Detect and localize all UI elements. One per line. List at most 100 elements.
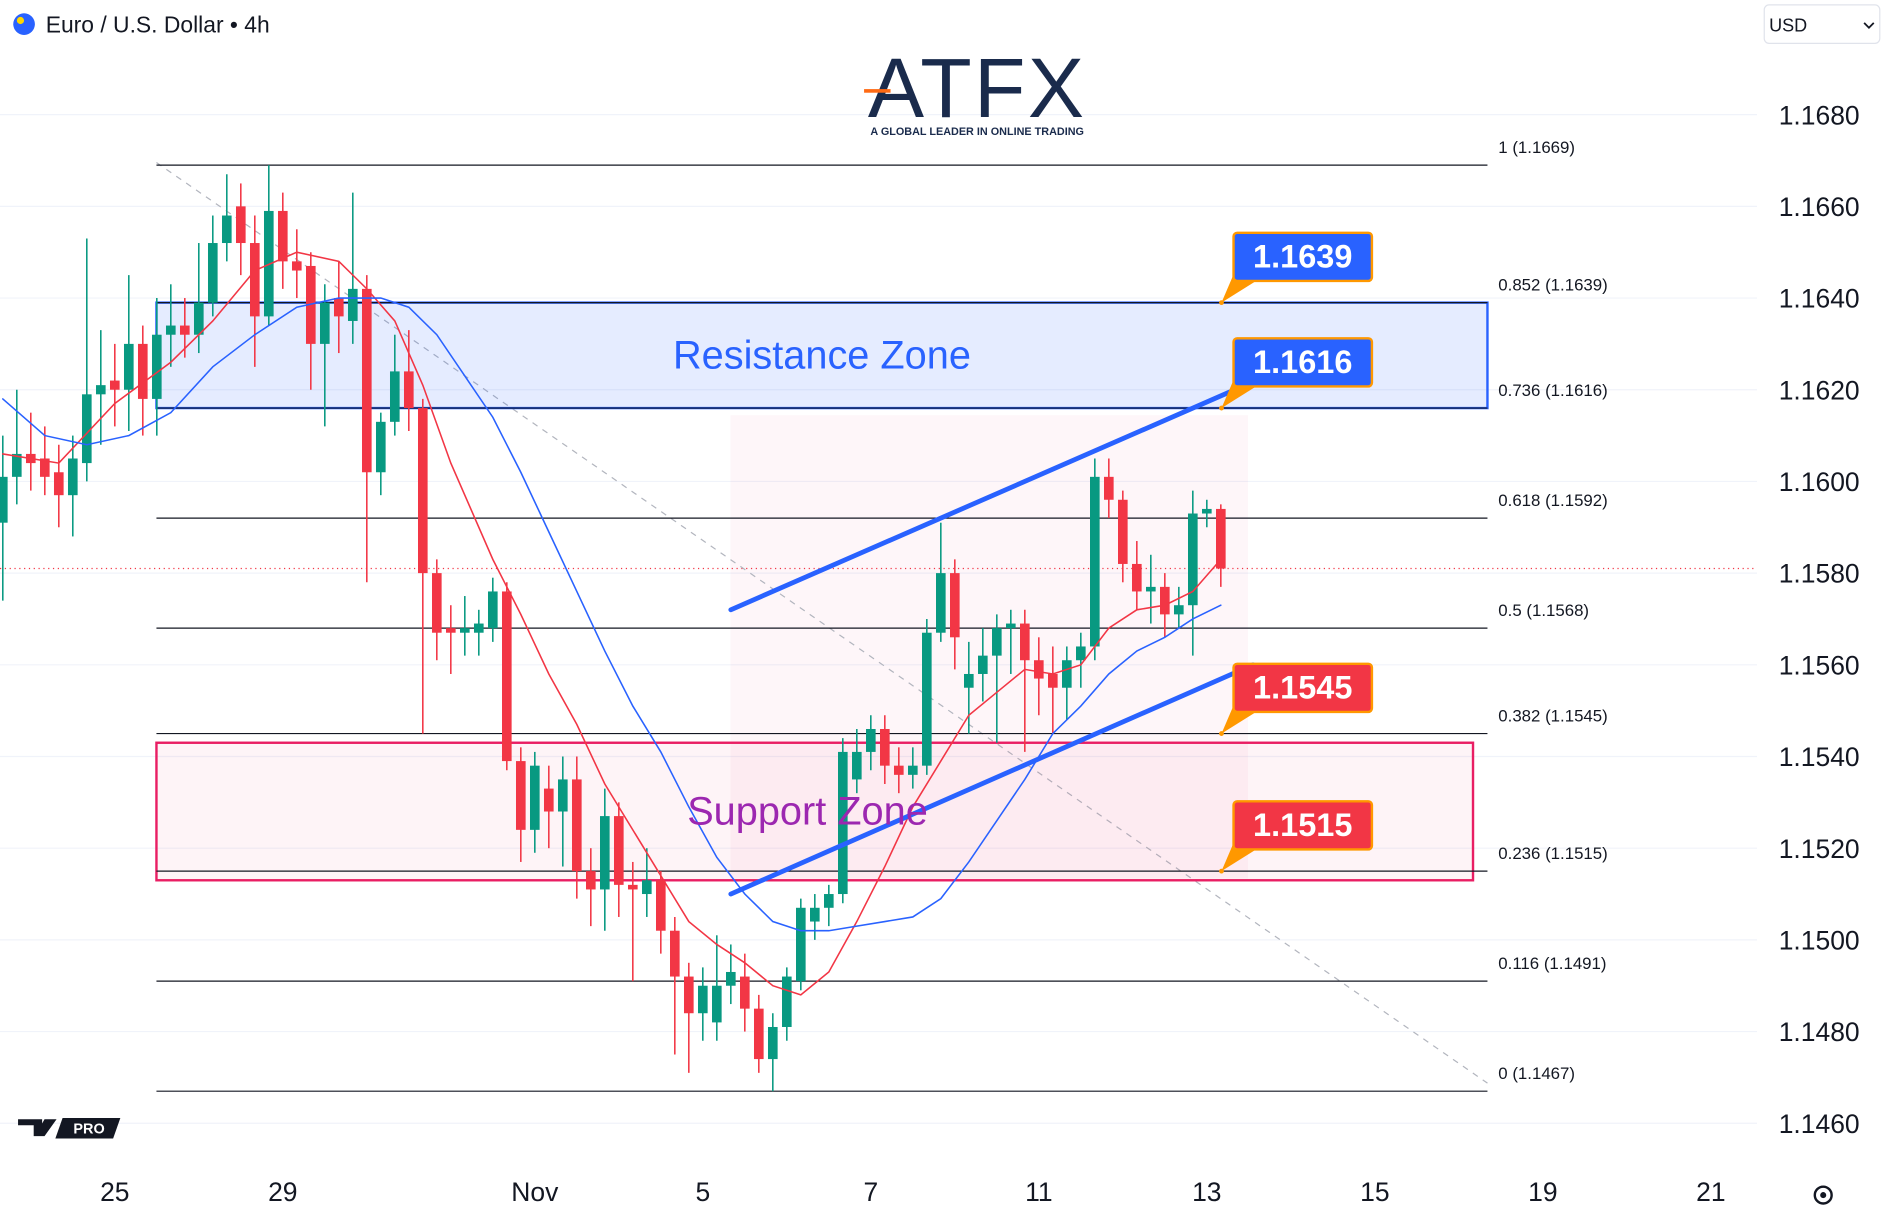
overlay-back: [156, 162, 1488, 1084]
fib-layer: 1 (1.1669) 0.852 (1.1639) 0.736 (1.1616) 0.…: [156, 138, 1608, 1092]
moving-average: [2, 251, 1222, 996]
brand-tagline: A GLOBAL LEADER IN ONLINE TRADING: [870, 126, 1084, 138]
candle-body: [333, 298, 344, 317]
candles-layer: [0, 165, 1226, 1092]
candle-body: [950, 573, 960, 638]
logo-accent: [864, 89, 891, 93]
x-tick-label: 29: [268, 1177, 297, 1207]
candle-body: [151, 334, 162, 399]
y-tick-label: 1.1620: [1779, 375, 1860, 405]
x-tick-label: 15: [1360, 1177, 1389, 1207]
candle-body: [543, 788, 554, 812]
y-tick-label: 1.1660: [1779, 192, 1860, 222]
lines-layer: [2, 251, 1256, 996]
candle-body: [389, 371, 400, 422]
currency-label[interactable]: USD: [1769, 15, 1807, 35]
symbol-icon: [13, 13, 35, 35]
fib-label: 0.5 (1.1568): [1498, 601, 1589, 620]
callout-tip: [1219, 868, 1224, 874]
candle-body: [978, 655, 988, 674]
brand-logo: ATFX: [868, 41, 1087, 135]
grid-layer: [0, 114, 1758, 1124]
candle-body: [557, 779, 568, 812]
candle-body: [1202, 508, 1212, 514]
candle-body: [697, 985, 708, 1014]
candle-body: [417, 408, 428, 574]
callout-tip: [1219, 731, 1224, 736]
candle-body: [753, 1008, 764, 1060]
y-tick-label: 1.1640: [1779, 284, 1860, 314]
y-tick-label: 1.1540: [1779, 742, 1860, 772]
dropdown-caret: [1863, 22, 1875, 30]
callout-tip: [1219, 405, 1224, 411]
y-tick-label: 1.1460: [1779, 1109, 1860, 1139]
candle-body: [67, 458, 78, 496]
candle-body: [235, 206, 246, 244]
x-tick-label: 21: [1696, 1177, 1725, 1207]
candle-body: [459, 628, 470, 633]
callout-box: [1232, 662, 1374, 714]
candle-body: [137, 343, 148, 399]
callout-label: 1.1639: [1253, 239, 1352, 275]
candle-body: [627, 884, 638, 890]
candle-body: [1076, 646, 1086, 661]
fib-label: 0.852 (1.1639): [1498, 276, 1607, 295]
candle-body: [599, 816, 610, 890]
candle-body: [837, 751, 848, 895]
currency-dropdown[interactable]: [1763, 4, 1881, 44]
candle-body: [207, 243, 218, 303]
fib-label: 0.116 (1.1491): [1498, 954, 1606, 973]
x-tick-label: 25: [100, 1177, 129, 1207]
candle-body: [487, 591, 498, 629]
candle-body: [725, 971, 736, 986]
candle-body: [501, 591, 512, 762]
zone-label: Support Zone: [687, 790, 928, 834]
candle-body: [585, 871, 596, 890]
callout-box: [1232, 337, 1374, 388]
candle-body: [1048, 673, 1058, 688]
candle-body: [319, 302, 330, 344]
candle-body: [249, 243, 260, 317]
diagonal-guide: [156, 162, 1488, 1084]
candle-body: [922, 632, 932, 766]
candle-body: [1034, 660, 1044, 679]
pro-badge: [55, 1118, 121, 1139]
candle-body: [1132, 563, 1142, 592]
candle-body: [655, 880, 666, 931]
fib-label: 0.382 (1.1545): [1498, 707, 1607, 726]
settings-icon[interactable]: [1813, 1185, 1833, 1205]
y-tick-label: 1.1520: [1779, 834, 1860, 864]
candle-body: [165, 325, 176, 335]
candle-body: [1216, 508, 1226, 569]
candle-body: [1160, 586, 1170, 615]
candle-body: [1062, 660, 1072, 688]
candle-body: [39, 458, 50, 477]
callout-label: 1.1545: [1253, 670, 1352, 706]
candle-body: [1006, 623, 1016, 629]
candle-body: [109, 380, 120, 390]
candle-body: [529, 765, 540, 830]
callouts-layer: Resistance Zone Support Zone 1.1639 1.1616 1…: [673, 231, 1374, 874]
candle-body: [669, 930, 680, 977]
y-tick-label: 1.1480: [1779, 1017, 1860, 1047]
candle-body: [431, 573, 442, 633]
candle-body: [1146, 586, 1156, 592]
axes-layer: 1.1460 1.1480 1.1500 1.1520 1.1540 1.1560 1.15…: [100, 100, 1860, 1207]
candle-body: [992, 628, 1002, 656]
y-tick-label: 1.1560: [1779, 650, 1860, 680]
candle-body: [123, 343, 134, 390]
candle-body: [1118, 499, 1128, 564]
candle-body: [347, 288, 358, 321]
candle-body: [445, 628, 456, 633]
callout-box: [1232, 800, 1374, 851]
callout-label: 1.1515: [1253, 807, 1352, 843]
y-tick-label: 1.1500: [1779, 926, 1860, 956]
fib-label: 0 (1.1467): [1498, 1064, 1575, 1083]
candle-body: [964, 673, 974, 688]
candle-body: [767, 1026, 778, 1060]
candle-body: [179, 325, 190, 335]
candle-body: [809, 907, 820, 922]
callout-label: 1.1616: [1253, 344, 1352, 380]
candle-body: [375, 421, 386, 473]
symbol-icon-star: [16, 16, 25, 25]
